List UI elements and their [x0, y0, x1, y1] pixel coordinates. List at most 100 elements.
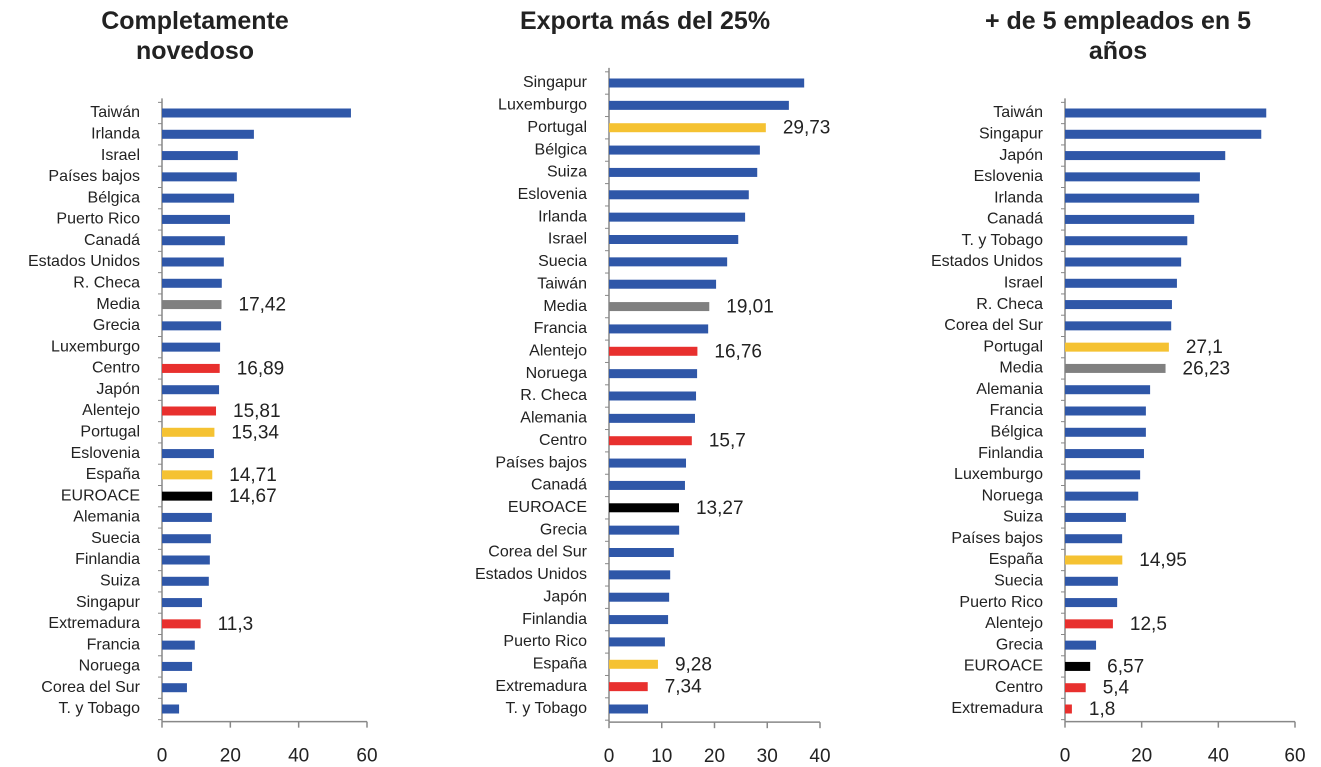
bar [162, 427, 215, 437]
category-label: Alentejo [529, 343, 587, 360]
bar [609, 145, 760, 155]
value-label: 11,3 [218, 614, 254, 635]
category-label: Israel [548, 231, 587, 248]
bar [609, 659, 658, 669]
category-label: Luxemburgo [954, 466, 1043, 483]
bar [609, 302, 710, 312]
category-label: R. Checa [520, 387, 587, 404]
value-label: 26,23 [1183, 358, 1231, 379]
category-label: Taiwán [90, 104, 140, 121]
bar [1065, 598, 1118, 608]
category-label: Suiza [100, 573, 140, 590]
bar [1065, 193, 1200, 203]
category-label: Singapur [979, 126, 1044, 143]
x-tick-label: 40 [288, 746, 309, 767]
bar [1065, 214, 1195, 224]
bar [1065, 491, 1139, 501]
bar [1065, 342, 1169, 352]
x-tick-label: 30 [757, 746, 778, 767]
category-label: Centro [539, 432, 587, 449]
category-label: Francia [990, 402, 1043, 419]
bar [609, 346, 698, 356]
bar [1065, 661, 1091, 671]
bar [609, 235, 739, 244]
value-label: 15,81 [233, 401, 281, 422]
bar [162, 491, 213, 501]
bar [609, 257, 728, 267]
value-label: 9,28 [675, 654, 712, 675]
bar [162, 151, 238, 161]
bar [1065, 300, 1172, 310]
bar [1065, 704, 1072, 714]
bar [1065, 278, 1177, 288]
bar [162, 512, 212, 522]
category-label: Japón [96, 381, 140, 398]
bar [609, 480, 685, 490]
bar [609, 78, 805, 88]
value-label: 29,73 [783, 118, 831, 139]
bar [609, 324, 709, 334]
x-tick-label: 20 [1131, 746, 1152, 767]
category-label: Corea del Sur [41, 679, 140, 696]
category-label: Luxemburgo [498, 97, 587, 114]
value-label: 5,4 [1103, 678, 1130, 699]
x-tick-label: 0 [157, 746, 168, 767]
chart-title: Exporta más del 25% [519, 7, 771, 35]
category-label: Países bajos [495, 454, 587, 471]
category-label: Portugal [80, 424, 140, 441]
x-tick-label: 60 [356, 746, 377, 767]
bar [1065, 236, 1188, 246]
category-label: Israel [101, 147, 140, 164]
category-label: Bélgica [535, 141, 588, 158]
category-label: Canadá [987, 211, 1043, 228]
category-label: Francia [87, 636, 140, 653]
category-label: Alemania [976, 381, 1043, 398]
bar [1065, 576, 1118, 586]
category-label: Países bajos [48, 168, 140, 185]
category-label: Israel [1004, 275, 1043, 292]
bar [162, 406, 217, 416]
category-label: Finlandia [75, 551, 140, 568]
bar [1065, 427, 1146, 437]
category-label: Suiza [547, 164, 587, 181]
category-label: Países bajos [951, 530, 1043, 547]
value-label: 16,76 [714, 341, 762, 362]
x-tick-label: 0 [604, 746, 615, 767]
category-label: Noruega [79, 658, 140, 675]
bar [1065, 363, 1166, 373]
value-label: 14,67 [229, 486, 277, 507]
bar [609, 190, 749, 200]
bar [609, 682, 648, 692]
bar [1065, 683, 1086, 693]
category-label: Extremadura [495, 678, 587, 695]
bar [162, 214, 230, 224]
category-label: EUROACE [61, 487, 140, 504]
category-label: Singapur [76, 594, 141, 611]
category-label: Alentejo [82, 402, 140, 419]
category-label: Portugal [983, 338, 1043, 355]
bar [609, 369, 698, 379]
bar [162, 449, 214, 459]
bar [609, 570, 671, 580]
bar [609, 637, 665, 647]
bar [609, 704, 649, 714]
bar [162, 534, 211, 544]
bar [1065, 257, 1182, 267]
bar [1065, 129, 1262, 139]
category-label: Bélgica [991, 424, 1044, 441]
category-label: Estados Unidos [931, 253, 1043, 270]
bar [162, 363, 220, 373]
category-label: Francia [534, 320, 587, 337]
category-label: Centro [92, 360, 140, 377]
bar [162, 108, 351, 118]
category-label: España [989, 551, 1043, 568]
bar [162, 555, 210, 565]
category-label: Japón [999, 147, 1043, 164]
category-label: España [86, 466, 140, 483]
category-label: Portugal [527, 119, 587, 136]
bar [609, 100, 789, 110]
category-label: Grecia [540, 521, 587, 538]
category-label: Suecia [91, 530, 140, 547]
value-label: 27,1 [1186, 337, 1223, 358]
